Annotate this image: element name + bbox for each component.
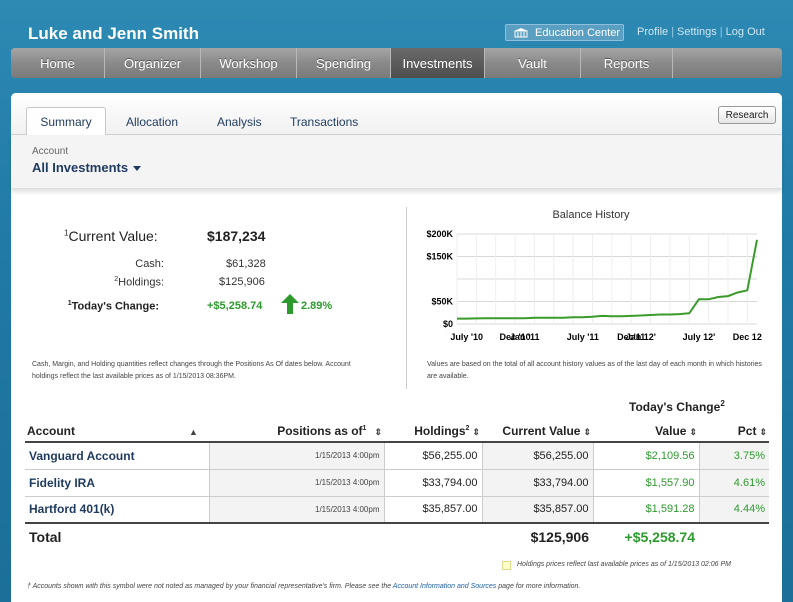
top-links: Profile | Settings | Log Out: [637, 26, 765, 38]
total-row: Total $125,906 +$5,258.74: [25, 523, 769, 550]
holdings-cell: $56,255.00: [383, 442, 482, 470]
cash-label: Cash:: [135, 258, 164, 270]
x-tick-label: July 12': [683, 332, 716, 342]
y-tick-label: $50K: [431, 297, 453, 307]
y-tick-label: $200K: [426, 229, 453, 239]
tab-allocation[interactable]: Allocation: [126, 115, 179, 129]
account-link[interactable]: Vanguard Account: [25, 442, 209, 470]
total-value: $125,906: [530, 529, 589, 545]
x-tick-label: Dec 12: [733, 332, 762, 342]
settings-link[interactable]: Settings: [677, 26, 717, 38]
positions-cell: 1/15/2013 4:00pm: [208, 442, 384, 470]
nav-workshop[interactable]: Workshop: [201, 48, 297, 78]
profile-link[interactable]: Profile: [637, 26, 669, 38]
total-label: Total: [29, 529, 62, 545]
current-value-label: 1Current Value:: [64, 228, 158, 244]
current-value-cell: $35,857.00: [481, 496, 593, 524]
nav-spending[interactable]: Spending: [297, 48, 391, 78]
todays-change-value: +$5,258.74: [207, 300, 263, 312]
change-value-cell: $1,591.28: [592, 496, 699, 524]
account-info-link[interactable]: Account Information and Sources: [392, 583, 497, 590]
balance-series-line: [457, 239, 758, 320]
col-account[interactable]: Account ▲: [25, 421, 209, 443]
sort-icon[interactable]: ⇕: [583, 427, 591, 437]
y-tick-label: $150K: [426, 252, 453, 262]
change-value-cell: $1,557.90: [592, 469, 699, 497]
col-holdings[interactable]: Holdings2 ⇕: [384, 421, 482, 443]
change-pct-cell: 4.44%: [698, 496, 769, 524]
education-center-label: Education Center: [535, 26, 620, 39]
holdings-cell: $35,857.00: [383, 496, 482, 524]
x-tick-label: Jan 12': [626, 332, 656, 342]
nav-home[interactable]: Home: [11, 48, 105, 78]
x-tick-label: Dec '10: [499, 332, 530, 342]
education-center-button[interactable]: Education Center: [505, 24, 624, 41]
account-selector-area: Account All Investments: [11, 135, 782, 189]
sort-icon[interactable]: ⇕: [759, 427, 767, 437]
account-label: Account: [32, 146, 69, 157]
col-pct[interactable]: Pct ⇕: [699, 421, 769, 443]
todays-change-label: 1Today's Change:: [67, 300, 159, 313]
positions-note: Cash, Margin, and Holding quantities ref…: [32, 361, 351, 380]
holdings-value: $125,906: [219, 276, 265, 288]
holdings-label: 2Holdings:: [114, 276, 164, 289]
current-value: $187,234: [207, 228, 266, 244]
account-link[interactable]: Hartford 401(k): [25, 496, 209, 524]
nav-reports[interactable]: Reports: [581, 48, 673, 78]
chevron-down-icon: [133, 166, 142, 172]
table-row: Vanguard Account 1/15/2013 4:00pm $56,25…: [25, 442, 769, 470]
footnote: † Accounts shown with this symbol were n…: [27, 583, 581, 590]
change-pct-cell: 4.61%: [698, 469, 769, 497]
sort-icon[interactable]: ⇕: [689, 427, 697, 437]
tab-summary[interactable]: Summary: [26, 107, 106, 136]
sort-icon[interactable]: ⇕: [472, 427, 480, 437]
col-current-value[interactable]: Current Value ⇕: [482, 421, 593, 443]
x-tick-label: Dec'11: [617, 332, 645, 342]
chart-note: Values are based on the total of all acc…: [427, 361, 762, 380]
todays-change-pct: 2.89%: [301, 300, 333, 312]
price-legend-text: Holdings prices reflect last available p…: [517, 561, 732, 568]
col-value[interactable]: Value ⇕: [593, 421, 699, 443]
sort-asc-icon[interactable]: ▲: [189, 427, 198, 437]
table-row: Fidelity IRA 1/15/2013 4:00pm $33,794.00…: [25, 469, 769, 497]
accounts-table: Account ▲ Positions as of1 ⇕ Holdings2 ⇕ Cu…: [25, 421, 769, 550]
account-dropdown-value: All Investments: [32, 160, 129, 175]
todays-change-header: Today's Change2: [629, 399, 725, 414]
cash-value: $61,328: [226, 258, 266, 270]
total-change: +$5,258.74: [624, 529, 695, 545]
building-icon: [514, 27, 528, 37]
current-value-cell: $33,794.00: [481, 469, 593, 497]
price-legend-swatch: [502, 561, 511, 570]
account-dropdown[interactable]: All Investments: [32, 160, 142, 175]
x-tick-label: July '11: [567, 332, 599, 342]
y-tick-label: $0: [443, 319, 453, 329]
subtabs-bar: Summary Allocation Analysis Transactions…: [11, 93, 782, 136]
main-nav: Home Organizer Workshop Spending Investm…: [11, 48, 782, 78]
sort-icon[interactable]: ⇕: [374, 427, 382, 437]
change-value-cell: $2,109.56: [592, 442, 699, 470]
tab-analysis[interactable]: Analysis: [217, 115, 262, 129]
up-arrow-icon: [281, 294, 299, 314]
change-pct-cell: 3.75%: [698, 442, 769, 470]
nav-investments[interactable]: Investments: [391, 48, 485, 78]
account-link[interactable]: Fidelity IRA: [25, 469, 209, 497]
positions-cell: 1/15/2013 4:00pm: [208, 496, 384, 524]
nav-organizer[interactable]: Organizer: [105, 48, 201, 78]
tab-transactions[interactable]: Transactions: [290, 115, 359, 129]
logout-link[interactable]: Log Out: [725, 26, 765, 38]
table-row: Hartford 401(k) 1/15/2013 4:00pm $35,857…: [25, 496, 769, 524]
research-button[interactable]: Research: [718, 106, 776, 124]
col-positions[interactable]: Positions as of1 ⇕: [209, 421, 384, 443]
x-tick-label: July '10: [450, 332, 483, 342]
chart-title: Balance History: [552, 209, 630, 221]
section-divider: [406, 207, 407, 389]
holdings-cell: $33,794.00: [383, 469, 482, 497]
user-name: Luke and Jenn Smith: [28, 24, 199, 43]
x-tick-label: Jan '11: [510, 332, 540, 342]
investments-panel: Summary Allocation Analysis Transactions…: [11, 93, 782, 602]
positions-cell: 1/15/2013 4:00pm: [208, 469, 384, 497]
nav-vault[interactable]: Vault: [485, 48, 581, 78]
current-value-cell: $56,255.00: [481, 442, 593, 470]
